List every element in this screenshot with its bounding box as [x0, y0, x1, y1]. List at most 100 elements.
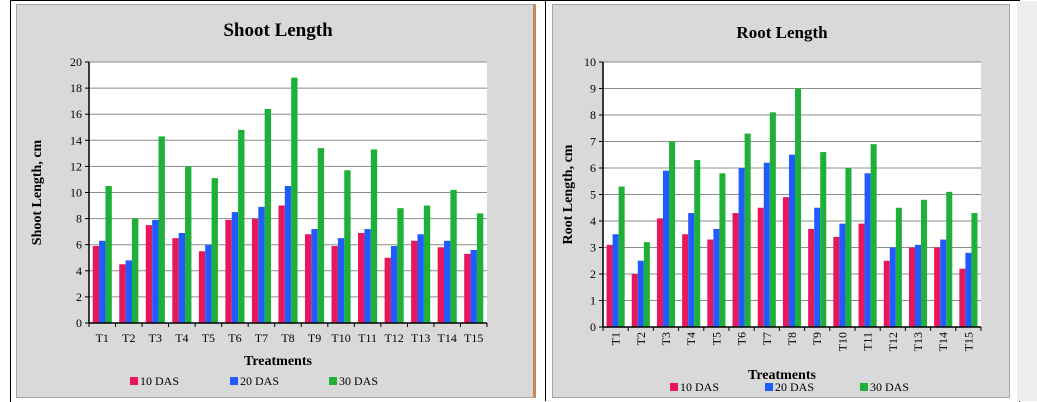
root-bar — [769, 112, 776, 327]
shoot-bar — [417, 234, 424, 323]
root-bar — [839, 223, 846, 327]
shoot-category-label: T13 — [411, 331, 430, 345]
root-category-label: T5 — [709, 332, 723, 345]
shoot-legend-label: 20 DAS — [240, 374, 279, 388]
root-category-label: T3 — [659, 332, 673, 345]
root-bar — [940, 239, 947, 327]
root-bar — [788, 154, 796, 327]
shoot-length-chart: 0 2 4 6 8 10 12 14 16 18 20 T1 T2 T3 T4 T5 T6 T7 T8 T9 T10 T1… — [16, 4, 536, 398]
root-bar — [971, 213, 978, 327]
root-y-tick-label: 3 — [590, 241, 596, 255]
shoot-category-label: T15 — [464, 331, 483, 345]
shoot-y-tick-label: 4 — [76, 264, 82, 278]
shoot-bar — [99, 240, 106, 323]
root-bar — [845, 168, 852, 327]
shoot-bar — [225, 219, 232, 323]
root-bar — [669, 141, 676, 327]
shoot-y-tick-label: 10 — [70, 186, 82, 200]
shoot-bar — [158, 136, 165, 323]
root-category-label: T11 — [861, 332, 875, 351]
root-bar — [713, 228, 720, 327]
shoot-bar — [211, 178, 218, 323]
shoot-bar — [92, 246, 100, 323]
shoot-category-label: T4 — [175, 331, 188, 345]
root-category-label: T2 — [634, 332, 648, 345]
shoot-bar — [397, 208, 404, 323]
root-bar — [795, 88, 802, 327]
root-bar — [914, 244, 922, 327]
shoot-bar — [284, 185, 292, 323]
shoot-bar — [152, 219, 159, 323]
root-legend-swatch — [765, 383, 773, 391]
shoot-y-tick-label: 20 — [70, 55, 82, 69]
root-bar — [719, 173, 726, 327]
shoot-bar — [119, 264, 126, 323]
root-y-axis-label: Root Length, cm — [561, 144, 576, 244]
shoot-bar — [291, 77, 298, 323]
shoot-bar — [476, 213, 484, 323]
root-bar — [889, 247, 896, 327]
root-y-tick-label: 4 — [590, 214, 596, 228]
shoot-bar — [370, 149, 378, 323]
shoot-category-label: T1 — [96, 331, 109, 345]
root-legend-swatch — [670, 383, 678, 391]
shoot-category-label: T14 — [438, 331, 457, 345]
root-bar — [744, 133, 751, 327]
root-legend-label: 30 DAS — [870, 380, 909, 394]
shoot-legend-label: 10 DAS — [140, 374, 179, 388]
root-bar — [858, 223, 865, 327]
shoot-bar — [145, 225, 153, 323]
shoot-legend-swatch — [130, 377, 138, 385]
shoot-category-label: T3 — [149, 331, 162, 345]
root-bar — [618, 186, 625, 327]
shoot-bar — [178, 232, 186, 323]
shoot-length-chart-svg: 0 2 4 6 8 10 12 14 16 18 20 T1 T2 T3 T4 T5 T6 T7 T8 T9 T10 T1… — [30, 20, 488, 388]
root-category-label: T8 — [785, 332, 799, 345]
shoot-bar — [464, 253, 471, 323]
root-y-tick-label: 9 — [590, 82, 596, 96]
root-bar — [688, 213, 695, 327]
root-legend-swatch — [860, 383, 868, 391]
shoot-category-label: T6 — [228, 331, 241, 345]
shoot-bar — [251, 218, 259, 323]
shoot-category-label: T11 — [358, 331, 377, 345]
root-bar — [946, 191, 953, 327]
shoot-category-label: T10 — [331, 331, 350, 345]
root-length-chart: 0 1 2 3 4 5 6 7 8 9 10 T1 T2 T3 T4 T5 T6 T7 T8 T9 T10 T11 T12 T… — [552, 4, 1010, 398]
root-chart-title: Root Length — [736, 23, 828, 42]
shoot-category-label: T9 — [308, 331, 321, 345]
root-bar — [707, 239, 714, 327]
shoot-category-label: T8 — [281, 331, 294, 345]
shoot-bar — [238, 129, 245, 323]
root-bar — [895, 207, 902, 327]
shoot-bar — [172, 238, 179, 323]
root-category-label: T6 — [735, 332, 749, 345]
shoot-y-tick-label: 8 — [76, 212, 82, 226]
root-category-label: T9 — [810, 332, 824, 345]
root-bar — [757, 207, 764, 327]
shoot-bar — [423, 205, 431, 323]
side-strip — [1017, 1, 1037, 401]
root-bar — [682, 234, 689, 327]
shoot-category-label: T5 — [202, 331, 215, 345]
shoot-y-tick-label: 0 — [76, 316, 82, 330]
shoot-bar — [317, 148, 325, 323]
shoot-bar — [264, 108, 272, 323]
shoot-bar — [205, 244, 212, 323]
shoot-bar — [358, 232, 365, 323]
shoot-y-tick-label: 2 — [76, 290, 82, 304]
shoot-y-tick-label: 18 — [70, 81, 82, 95]
root-bar — [763, 162, 770, 327]
root-bar — [883, 260, 890, 327]
root-bar — [864, 173, 871, 327]
shoot-bar — [331, 246, 338, 323]
shoot-legend-label: 30 DAS — [339, 374, 378, 388]
shoot-bar — [258, 206, 265, 323]
shoot-bar — [105, 185, 112, 323]
root-bar — [732, 213, 739, 327]
root-y-tick-label: 6 — [590, 161, 596, 175]
shoot-bar — [450, 189, 457, 323]
shoot-category-label: T12 — [384, 331, 403, 345]
root-x-axis-label: Treatments — [748, 368, 816, 383]
root-bar — [738, 168, 745, 327]
